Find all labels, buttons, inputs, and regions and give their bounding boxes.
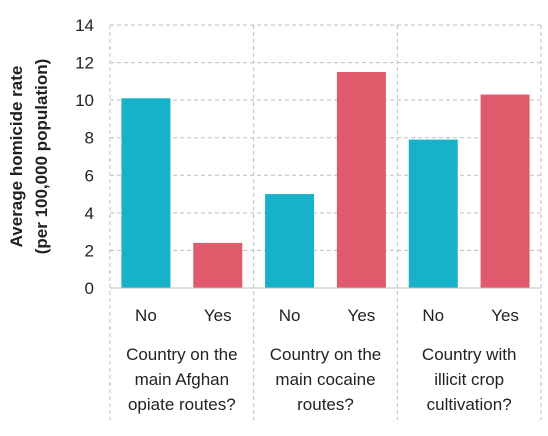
bar-yes [480, 94, 530, 288]
bar-no [121, 98, 171, 288]
y-tick-label: 2 [85, 241, 94, 260]
category-label: Yes [204, 306, 232, 325]
grid-layer [109, 24, 542, 420]
y-tick-label: 10 [75, 91, 94, 110]
y-tick-label: 4 [85, 204, 94, 223]
y-tick-label: 12 [75, 54, 94, 73]
group-label: Country on the [270, 345, 382, 364]
y-tick-label: 0 [85, 279, 94, 298]
category-label: No [422, 306, 444, 325]
label-layer: 0 2 4 6 8 10 12 14 No Yes Country on the main Afgha… [7, 16, 519, 414]
group-label: Country on the [126, 345, 238, 364]
y-tick-label: 8 [85, 129, 94, 148]
category-label: No [135, 306, 157, 325]
bar-no [408, 139, 458, 288]
group-label: cultivation? [427, 395, 512, 414]
category-label: No [279, 306, 301, 325]
y-tick-label: 14 [75, 16, 94, 35]
group-label: main Afghan [135, 370, 230, 389]
group-label: illicit crop [434, 370, 504, 389]
group-label: main cocaine [275, 370, 375, 389]
y-axis-label: (per 100,000 population) [32, 59, 51, 255]
category-label: Yes [348, 306, 376, 325]
y-tick-label: 6 [85, 166, 94, 185]
group-label: routes? [297, 395, 354, 414]
group-label: opiate routes? [128, 395, 236, 414]
bar-layer [121, 71, 530, 288]
group-label: Country with [422, 345, 516, 364]
bar-yes [336, 71, 386, 288]
y-axis-label: Average homicide rate [7, 66, 26, 248]
category-label: Yes [491, 306, 519, 325]
bar-yes [193, 242, 243, 288]
bar-no [265, 194, 315, 288]
